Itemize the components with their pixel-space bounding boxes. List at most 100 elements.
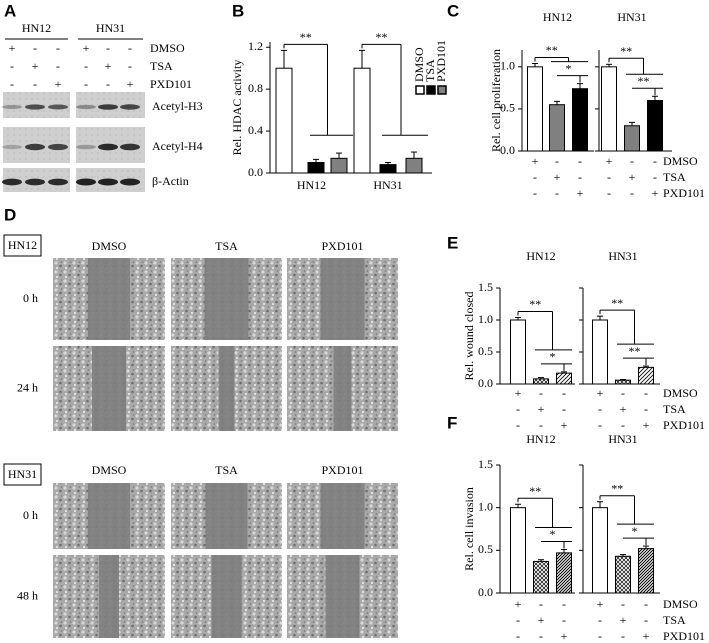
sign: - — [56, 41, 60, 55]
blot-band — [120, 104, 140, 110]
sign: - — [621, 418, 625, 432]
facet-title: HN12 — [526, 249, 555, 263]
sign: - — [598, 613, 602, 627]
y-tick-label: 0.0 — [500, 143, 515, 157]
error-bar — [385, 162, 391, 165]
treatment-label: PXD101 — [150, 77, 192, 91]
sign: - — [607, 186, 611, 200]
sign: - — [644, 386, 648, 400]
blot-band — [2, 104, 22, 110]
sign: - — [106, 41, 110, 55]
error-bar — [411, 151, 417, 159]
y-tick-label: 0.4 — [248, 123, 263, 137]
wound-gap — [333, 346, 352, 431]
treatment-label: PXD101 — [321, 463, 363, 477]
y-axis-label: Rel. wound closed — [462, 292, 476, 381]
blot-band — [48, 178, 68, 186]
blot-band — [120, 178, 140, 186]
sign: - — [630, 154, 634, 168]
legend-label: TSA — [423, 59, 437, 82]
blot-band — [98, 104, 118, 110]
panel-label: B — [232, 1, 244, 20]
bar — [592, 319, 608, 385]
sign: - — [562, 386, 566, 400]
wound-gap — [320, 483, 365, 549]
sign: - — [598, 418, 602, 432]
bar — [307, 162, 325, 174]
blot-band — [25, 178, 45, 186]
significance: ** — [376, 30, 388, 44]
legend-label: DMSO — [663, 597, 698, 611]
blot-band — [98, 178, 118, 186]
sign: + — [55, 77, 62, 91]
legend-label: PXD101 — [663, 418, 705, 432]
sign: + — [538, 402, 545, 416]
significance: * — [550, 527, 556, 541]
error-bar — [359, 49, 365, 69]
significance: ** — [300, 30, 312, 44]
y-tick-label: 0.5 — [478, 344, 493, 358]
facet-title: HN12 — [526, 432, 555, 446]
error-bar — [606, 63, 612, 67]
bar — [510, 319, 526, 385]
legend-swatch — [437, 85, 447, 95]
legend-label: TSA — [663, 170, 686, 184]
significance: ** — [529, 484, 541, 498]
bar — [601, 66, 617, 152]
panel-label: D — [4, 205, 16, 224]
y-tick-label: 0.0 — [478, 376, 493, 390]
significance: ** — [629, 344, 641, 358]
error-bar — [554, 100, 560, 105]
cell-line-label: HN12 — [22, 21, 51, 35]
blot-band — [48, 104, 68, 110]
sign: + — [643, 418, 650, 432]
sign: - — [128, 59, 132, 73]
panel-label: E — [447, 233, 458, 252]
y-tick-label: 1.0 — [500, 59, 515, 73]
bar — [615, 555, 631, 594]
sign: + — [127, 77, 134, 91]
sign: - — [578, 154, 582, 168]
facet-title: HN31 — [608, 432, 637, 446]
sign: - — [10, 59, 14, 73]
treatment-label: TSA — [215, 239, 238, 253]
sign: + — [105, 59, 112, 73]
sign: - — [644, 597, 648, 611]
error-bar — [532, 62, 538, 67]
bar — [379, 164, 397, 174]
sign: - — [653, 170, 657, 184]
y-axis-label: Rel. HDAC activity — [230, 60, 244, 156]
wound-gap — [325, 555, 360, 638]
bar — [510, 507, 526, 594]
significance: ** — [611, 481, 623, 495]
group-label: HN31 — [373, 178, 402, 192]
error-bar — [643, 365, 649, 368]
band-label: β-Actin — [152, 174, 189, 188]
sign: + — [606, 154, 613, 168]
bar — [533, 378, 549, 385]
facet-title: HN31 — [608, 249, 637, 263]
sign: + — [554, 170, 561, 184]
sign: - — [33, 77, 37, 91]
error-bar — [538, 559, 544, 562]
error-bar — [515, 503, 521, 508]
blot-band — [76, 104, 96, 110]
treatment-label: PXD101 — [321, 239, 363, 253]
sign: + — [9, 41, 16, 55]
treatment-label: DMSO — [150, 41, 185, 55]
legend-label: DMSO — [663, 386, 698, 400]
sign: - — [539, 418, 543, 432]
sign: + — [629, 170, 636, 184]
treatment-label: TSA — [150, 59, 173, 73]
legend-label: DMSO — [663, 154, 698, 168]
sign: - — [533, 170, 537, 184]
significance: * — [566, 61, 572, 75]
sign: - — [562, 597, 566, 611]
error-bar — [652, 95, 658, 101]
error-bar — [597, 501, 603, 508]
bar — [527, 66, 543, 152]
blot-band — [120, 143, 140, 151]
bar — [556, 372, 572, 385]
bar — [556, 552, 572, 594]
sign: + — [597, 597, 604, 611]
